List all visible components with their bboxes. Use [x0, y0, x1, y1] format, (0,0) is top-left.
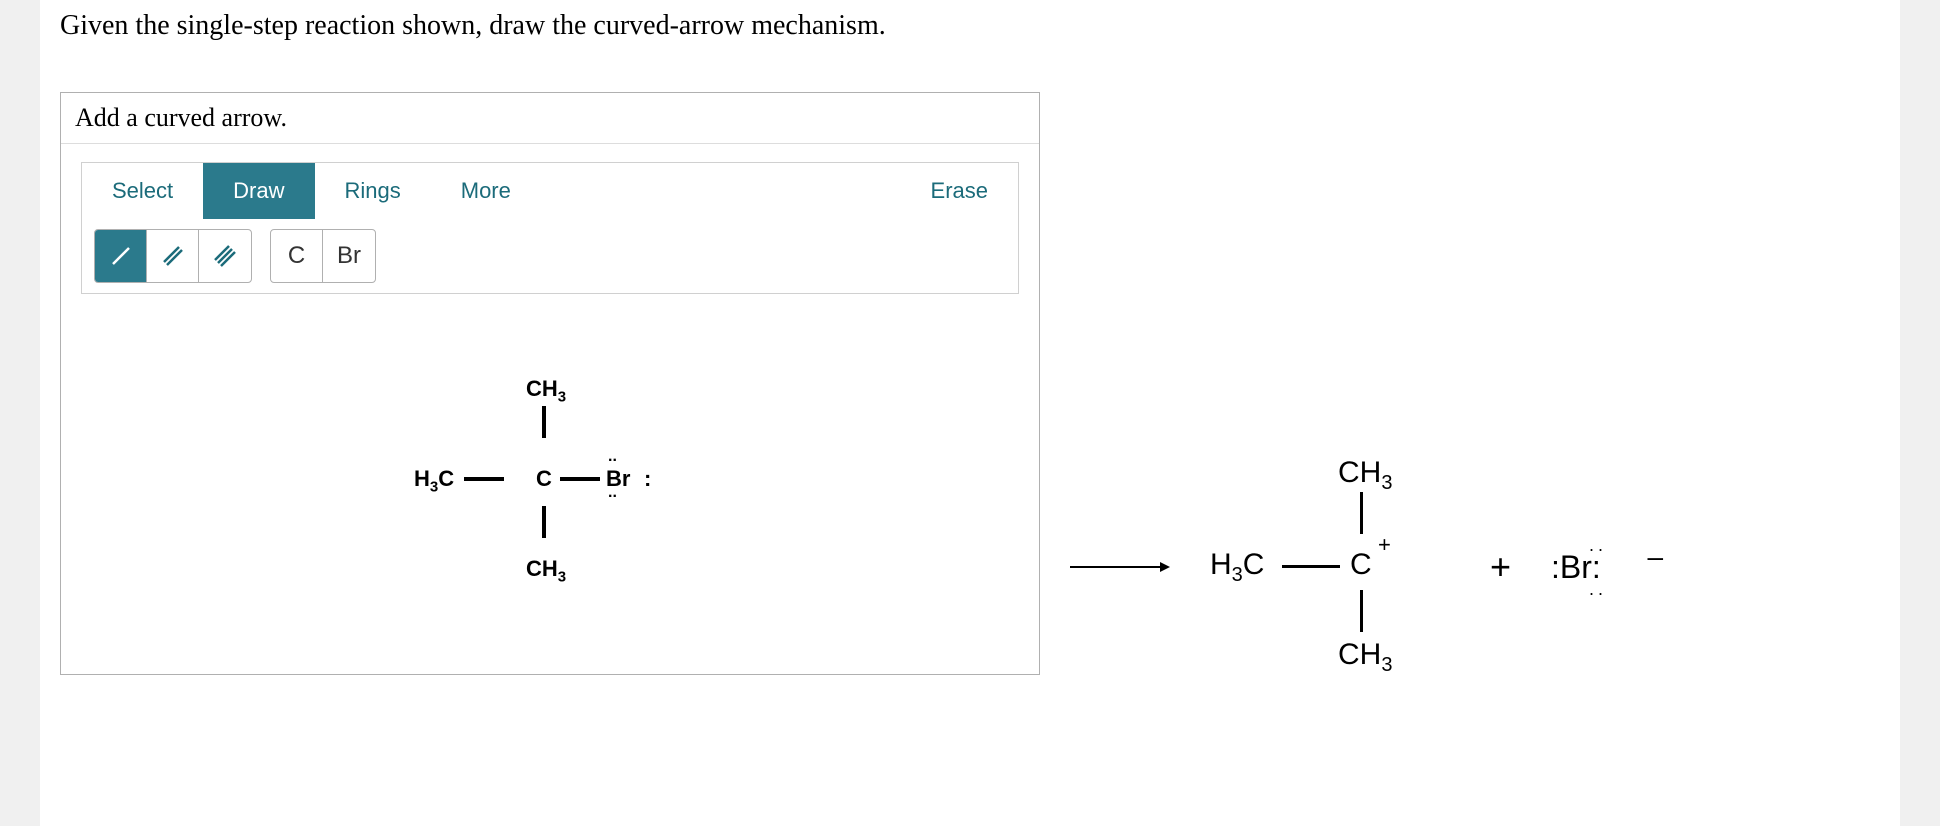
bond-right — [560, 477, 600, 481]
triple-bond-button[interactable] — [199, 230, 251, 282]
products-area: C + CH3 CH3 H3C + .. :Br: .. – — [1070, 452, 1671, 682]
br-lone-pair-bottom: .. — [1589, 579, 1607, 600]
toolbar: Select Draw Rings More Erase — [81, 162, 1019, 294]
cation-bond-left — [1282, 565, 1340, 568]
plus-sign: + — [1490, 546, 1511, 588]
tab-row: Select Draw Rings More Erase — [82, 163, 1018, 219]
bond-bottom — [542, 506, 546, 538]
lone-pair-right: : — [644, 466, 651, 492]
tab-erase[interactable]: Erase — [901, 163, 1018, 219]
content-wrapper: Given the single-step reaction shown, dr… — [40, 0, 1900, 826]
carbon-center: C — [536, 466, 552, 492]
atom-tool-group: C Br — [270, 229, 376, 283]
cation-methyl-bottom: CH3 — [1338, 638, 1392, 677]
editor-container: Add a curved arrow. Select Draw Rings Mo… — [60, 92, 1040, 675]
bond-top — [542, 406, 546, 438]
carbocation-center: C — [1350, 548, 1372, 582]
methyl-top: CH3 — [526, 376, 566, 405]
tab-draw[interactable]: Draw — [203, 163, 314, 219]
double-bond-button[interactable] — [147, 230, 199, 282]
methyl-left: H3C — [414, 466, 454, 495]
editor-instruction: Add a curved arrow. — [61, 93, 1039, 144]
cation-methyl-top: CH3 — [1338, 456, 1392, 495]
single-bond-button[interactable] — [95, 230, 147, 282]
positive-charge: + — [1378, 532, 1391, 558]
tool-row: C Br — [82, 219, 1018, 293]
negative-charge: – — [1647, 541, 1663, 573]
cation-methyl-left: H3C — [1210, 548, 1264, 587]
bond-tool-group — [94, 229, 252, 283]
methyl-bottom: CH3 — [526, 556, 566, 585]
lone-pair-top: .. — [608, 448, 617, 466]
drawing-canvas[interactable]: C CH3 CH3 H3C Br .. .. : — [61, 294, 1039, 674]
reactant-molecule: C CH3 CH3 H3C Br .. .. : — [410, 374, 690, 594]
cation-bond-top — [1360, 492, 1363, 534]
cation-bond-bottom — [1360, 590, 1363, 632]
lone-pair-bottom: .. — [608, 484, 617, 502]
carbon-atom-button[interactable]: C — [271, 230, 323, 282]
tab-rings[interactable]: Rings — [315, 163, 431, 219]
carbocation-product: C + CH3 CH3 H3C — [1210, 452, 1450, 682]
bond-left — [464, 477, 504, 481]
bromide-ion: .. :Br: .. – — [1551, 549, 1671, 586]
br-lone-pair-top: .. — [1589, 535, 1607, 556]
tab-more[interactable]: More — [431, 163, 541, 219]
reaction-arrow-icon — [1070, 557, 1170, 577]
main-area: Add a curved arrow. Select Draw Rings Mo… — [60, 92, 1880, 682]
bromine-atom-button[interactable]: Br — [323, 230, 375, 282]
tab-select[interactable]: Select — [82, 163, 203, 219]
question-text: Given the single-step reaction shown, dr… — [60, 10, 1880, 42]
